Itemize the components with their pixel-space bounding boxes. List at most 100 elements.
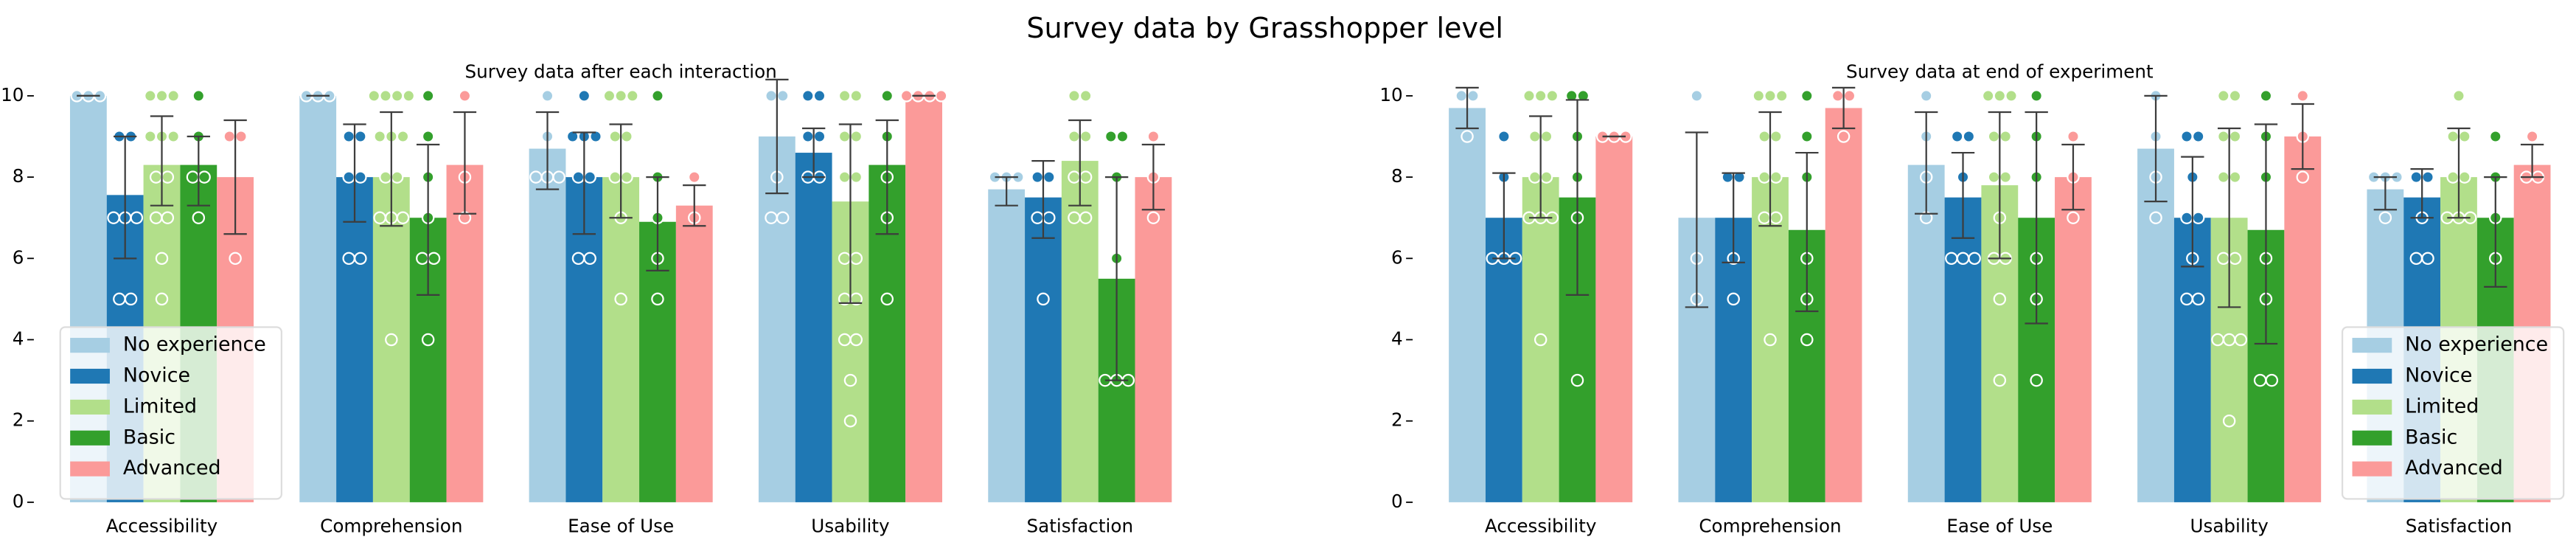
error-bar (453, 111, 477, 215)
legend-label: Basic (123, 426, 175, 448)
legend-label: Novice (2405, 364, 2472, 387)
point (1769, 170, 1783, 184)
error-bar (2410, 167, 2434, 219)
point (849, 333, 863, 347)
point (2421, 252, 2434, 266)
error-bar (416, 143, 440, 297)
point (602, 89, 616, 103)
point (1945, 252, 1958, 266)
point (2259, 89, 2273, 103)
point (849, 252, 863, 266)
point (155, 252, 169, 266)
point (1146, 211, 1160, 224)
legend-swatch (70, 338, 110, 353)
bar (1485, 218, 1522, 502)
error-bar (646, 176, 669, 271)
point (1146, 130, 1160, 143)
x-tick-label: Usability (811, 516, 889, 537)
point (1999, 170, 2012, 184)
point (2222, 414, 2236, 428)
point (107, 211, 120, 224)
y-tick-label: 0 (13, 491, 24, 512)
point (801, 89, 815, 103)
point (402, 89, 416, 103)
x-tick-label: Comprehension (1699, 516, 1841, 537)
y-tick-label: 6 (13, 246, 24, 268)
point (1534, 333, 1548, 347)
y-tick-label: 0 (1391, 491, 1403, 512)
error-bar (2061, 143, 2085, 211)
error-bar (2181, 156, 2204, 268)
point (113, 292, 126, 306)
point (427, 252, 441, 266)
legend-label: Limited (2405, 395, 2479, 417)
legend-label: Novice (123, 364, 190, 387)
point (229, 252, 242, 266)
point (1758, 211, 1771, 224)
point (1968, 252, 1981, 266)
point (2228, 89, 2242, 103)
bar (1025, 197, 1062, 502)
bar (529, 148, 566, 502)
point (354, 252, 367, 266)
point (608, 170, 622, 184)
point (1079, 130, 1093, 143)
point (651, 292, 664, 306)
error-bar (1068, 119, 1092, 207)
error-bar (2025, 111, 2048, 325)
point (144, 89, 157, 103)
point (2149, 211, 2162, 224)
point (144, 130, 157, 143)
point (583, 252, 596, 266)
error-bar (535, 111, 560, 190)
point (1461, 130, 1474, 143)
point (1534, 89, 1548, 103)
legend-box (2341, 326, 2565, 500)
point (167, 130, 180, 143)
point (765, 211, 778, 224)
error-bar (2447, 127, 2471, 219)
error-bar (572, 131, 596, 235)
point (843, 414, 857, 428)
point (1993, 89, 2007, 103)
point (1042, 170, 1056, 184)
y-tick-label: 6 (1391, 246, 1403, 268)
point (2458, 130, 2471, 143)
point (1031, 211, 1044, 224)
error-bar (1831, 86, 1856, 130)
point (620, 170, 633, 184)
error-bar (1758, 111, 1782, 227)
error-bar (187, 135, 210, 207)
legend-label: No experience (2405, 333, 2548, 356)
point (354, 170, 367, 184)
error-bar (1565, 99, 1590, 297)
bar (336, 177, 373, 502)
point (1031, 170, 1044, 184)
point (1993, 292, 2007, 306)
error-bar (801, 127, 826, 179)
point (1037, 292, 1050, 306)
point (776, 89, 790, 103)
point (2030, 89, 2043, 103)
point (198, 170, 211, 184)
legend-label: Limited (123, 395, 197, 417)
error-bar (2520, 143, 2544, 179)
point (1466, 89, 1480, 103)
point (1950, 130, 1964, 143)
point (843, 373, 857, 387)
point (614, 292, 627, 306)
point (1042, 211, 1056, 224)
point (2067, 130, 2080, 143)
x-tick-label: Ease of Use (568, 516, 674, 537)
error-bar (2144, 94, 2168, 203)
point (880, 89, 894, 103)
bar (2137, 148, 2174, 502)
point (2458, 170, 2471, 184)
point (849, 89, 863, 103)
point (167, 89, 180, 103)
point (2191, 292, 2205, 306)
point (765, 89, 778, 103)
point (234, 130, 248, 143)
point (1987, 170, 2001, 184)
